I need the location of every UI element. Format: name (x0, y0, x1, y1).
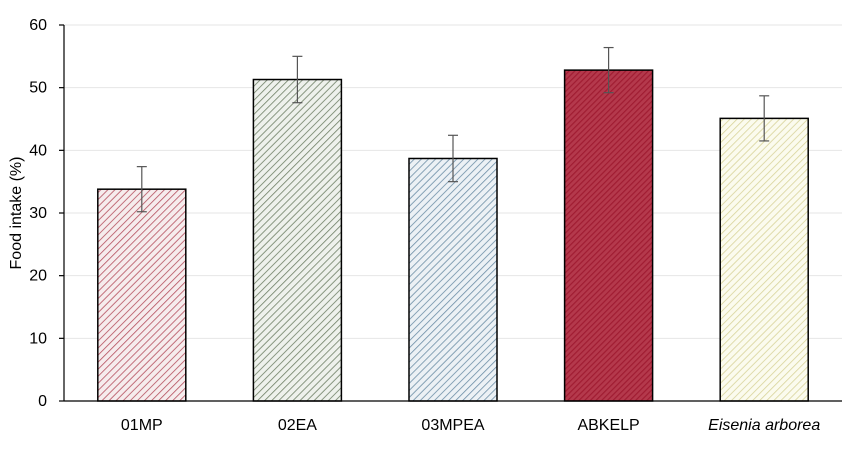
x-category-label: ABKELP (577, 417, 639, 434)
y-tick-label: 50 (29, 80, 47, 97)
error-bar (448, 134, 458, 183)
axes (59, 24, 842, 402)
error-bar (292, 55, 303, 104)
bar (252, 78, 343, 402)
x-category-label: 02EA (278, 417, 317, 434)
y-axis-label: Food intake (%) (8, 157, 25, 270)
bar (719, 117, 809, 402)
x-category-label: 01MP (121, 417, 163, 434)
y-tick-label: 30 (29, 205, 47, 222)
error-bar (759, 95, 770, 142)
y-tick-labels: 0 10 20 30 40 50 60 (29, 17, 47, 410)
y-tick-label: 20 (29, 268, 47, 285)
bar (563, 69, 654, 402)
y-tick-label: 40 (29, 142, 47, 159)
y-tick-label: 0 (38, 393, 47, 410)
bar (408, 157, 498, 402)
error-bars (136, 46, 770, 213)
bar (97, 188, 187, 402)
y-tick-label: 10 (29, 330, 47, 347)
x-category-label: 03MPEA (421, 417, 484, 434)
error-bar (603, 46, 614, 94)
error-bar (136, 166, 147, 213)
x-category-label: Eisenia arborea (708, 417, 820, 434)
y-tick-label: 60 (29, 17, 47, 34)
bars (97, 69, 809, 402)
x-category-labels: 01MP 02EA 03MPEA ABKELP Eisenia arborea (121, 417, 820, 434)
